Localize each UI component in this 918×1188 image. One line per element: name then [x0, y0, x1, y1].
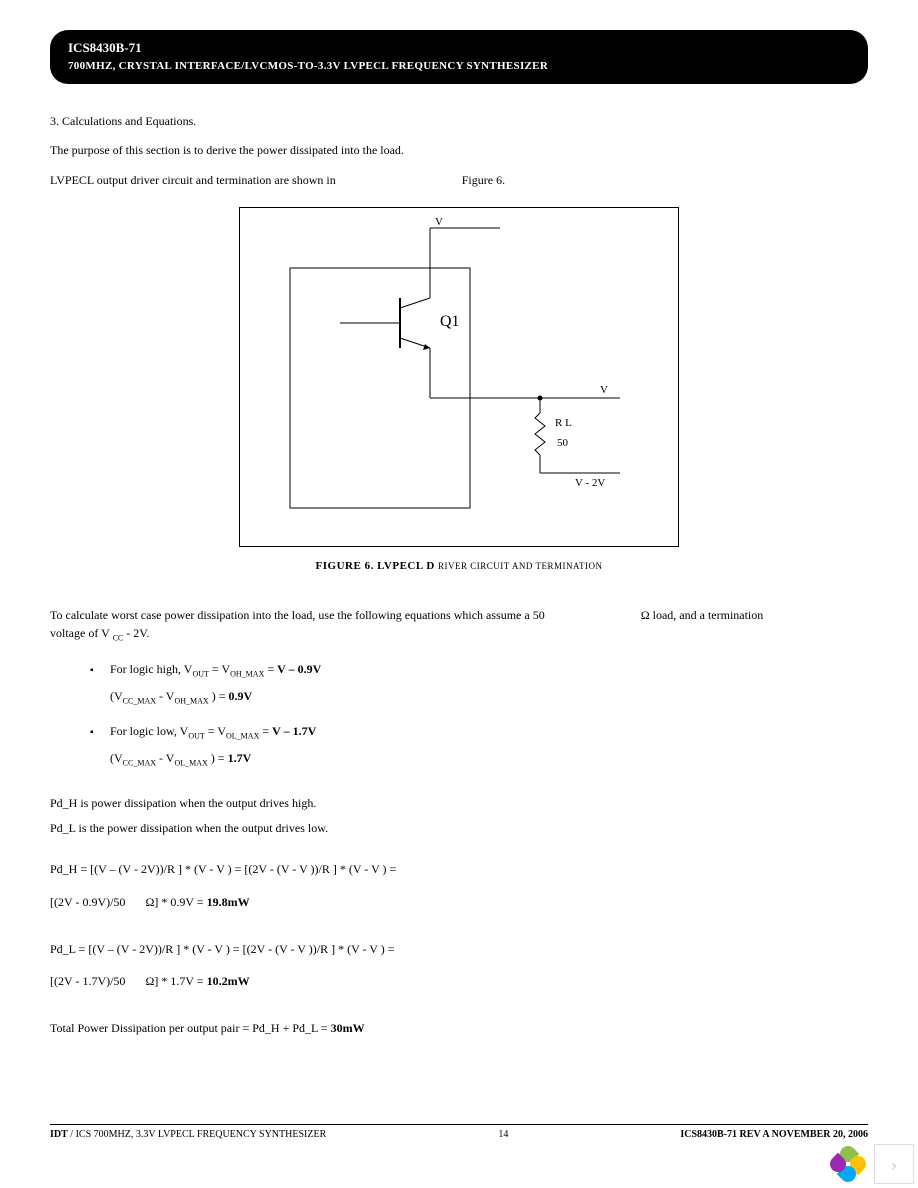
- footer-left-a: IDT: [50, 1129, 68, 1140]
- pdh-eq2b: Ω] * 0.9V =: [145, 895, 206, 909]
- rl-label: R L: [555, 417, 572, 429]
- bh-l2a: (V: [110, 689, 123, 703]
- pdh-eq1: Pd_H = [(V – (V - 2V))/R ] * (V - V ) = …: [50, 858, 868, 881]
- footer-right: ICS8430B-71 REV A NOVEMBER 20, 2006: [680, 1129, 868, 1140]
- bullet-marker: ▪: [90, 727, 110, 738]
- circuit-diagram: V Q1 V R L 50: [239, 207, 679, 547]
- pdl-eq2bold: 10.2mW: [207, 974, 250, 988]
- next-page-button[interactable]: ›: [874, 1144, 914, 1184]
- pdl-def: Pd_L is the power dissipation when the o…: [50, 817, 868, 840]
- pdh-eq2bold: 19.8mW: [207, 895, 250, 909]
- bl-l1b: = V: [208, 724, 226, 738]
- footer-center: 14: [498, 1129, 508, 1140]
- total-pd: Total Power Dissipation per output pair …: [50, 1017, 868, 1040]
- intro-paragraph: The purpose of this section is to derive…: [50, 141, 868, 159]
- vcc-label: V: [435, 216, 443, 228]
- figure-ref-line: LVPECL output driver circuit and termina…: [50, 171, 868, 189]
- calc-intro-c: voltage of V: [50, 626, 110, 640]
- figure-ref-text: LVPECL output driver circuit and termina…: [50, 173, 336, 187]
- bl-l2bold: 1.7V: [228, 751, 252, 765]
- calc-intro-a: To calculate worst case power dissipatio…: [50, 608, 545, 622]
- part-number: ICS8430B-71: [68, 40, 850, 56]
- footer-left-b: / ICS 700MHZ, 3.3V LVPECL FREQUENCY SYNT…: [70, 1129, 326, 1140]
- vout-label: V: [600, 384, 608, 396]
- document-header: ICS8430B-71 700MHZ, CRYSTAL INTERFACE/LV…: [50, 30, 868, 84]
- bullet-high: ▪ For logic high, VOUT = VOH_MAX = V – 0…: [90, 656, 868, 710]
- pdh-eq2a: [(2V - 0.9V)/50: [50, 895, 125, 909]
- calc-intro-b: Ω load, and a termination: [641, 608, 764, 622]
- bl-l1bold: V – 1.7V: [272, 724, 316, 738]
- page-footer: IDT / ICS 700MHZ, 3.3V LVPECL FREQUENCY …: [50, 1124, 868, 1140]
- bh-l1a: For logic high, V: [110, 662, 192, 676]
- bullet-low: ▪ For logic low, VOUT = VOL_MAX = V – 1.…: [90, 718, 868, 772]
- bl-l2b: - V: [159, 751, 174, 765]
- total-a: Total Power Dissipation per output pair …: [50, 1021, 331, 1035]
- total-bold: 30mW: [331, 1021, 365, 1035]
- bh-l2bold: 0.9V: [228, 689, 252, 703]
- bl-l2a: (V: [110, 751, 123, 765]
- section-heading: 3. Calculations and Equations.: [50, 114, 868, 129]
- bh-l2c: ) =: [212, 689, 229, 703]
- calc-intro: To calculate worst case power dissipatio…: [50, 606, 868, 644]
- bh-l1bold: V – 0.9V: [277, 662, 321, 676]
- pdl-eq2b: Ω] * 1.7V =: [145, 974, 206, 988]
- pdl-eq1: Pd_L = [(V – (V - 2V))/R ] * (V - V ) = …: [50, 938, 868, 961]
- bh-l2b: - V: [159, 689, 174, 703]
- bh-l1b: = V: [212, 662, 230, 676]
- rl-value: 50: [557, 437, 569, 449]
- nav-widget: ›: [828, 1144, 914, 1184]
- vterm-label: V - 2V: [575, 477, 605, 489]
- nav-logo-icon[interactable]: [828, 1144, 868, 1184]
- footer-left: IDT / ICS 700MHZ, 3.3V LVPECL FREQUENCY …: [50, 1129, 326, 1140]
- pdl-eq2a: [(2V - 1.7V)/50: [50, 974, 125, 988]
- bl-l1a: For logic low, V: [110, 724, 188, 738]
- bullet-list: ▪ For logic high, VOUT = VOH_MAX = V – 0…: [90, 656, 868, 772]
- caption-rest: RIVER CIRCUIT AND TERMINATION: [438, 561, 602, 571]
- bl-l2c: ) =: [211, 751, 228, 765]
- q1-label: Q1: [440, 313, 460, 330]
- figure-caption: FIGURE 6. LVPECL D RIVER CIRCUIT AND TER…: [50, 560, 868, 572]
- figure-ref-num: Figure 6.: [462, 173, 505, 187]
- bl-l1c: =: [262, 724, 272, 738]
- pdl-eq2: [(2V - 1.7V)/50 Ω] * 1.7V = 10.2mW: [50, 970, 868, 993]
- caption-prefix: FIGURE 6. LVPECL D: [316, 560, 435, 572]
- figure-6: V Q1 V R L 50: [50, 207, 868, 572]
- pdh-def: Pd_H is power dissipation when the outpu…: [50, 792, 868, 815]
- bullet-marker: ▪: [90, 665, 110, 676]
- doc-title: 700MHZ, CRYSTAL INTERFACE/LVCMOS-TO-3.3V…: [68, 60, 850, 72]
- calc-intro-d: - 2V.: [126, 626, 149, 640]
- bh-l1c: =: [267, 662, 277, 676]
- pdh-eq2: [(2V - 0.9V)/50 Ω] * 0.9V = 19.8mW: [50, 891, 868, 914]
